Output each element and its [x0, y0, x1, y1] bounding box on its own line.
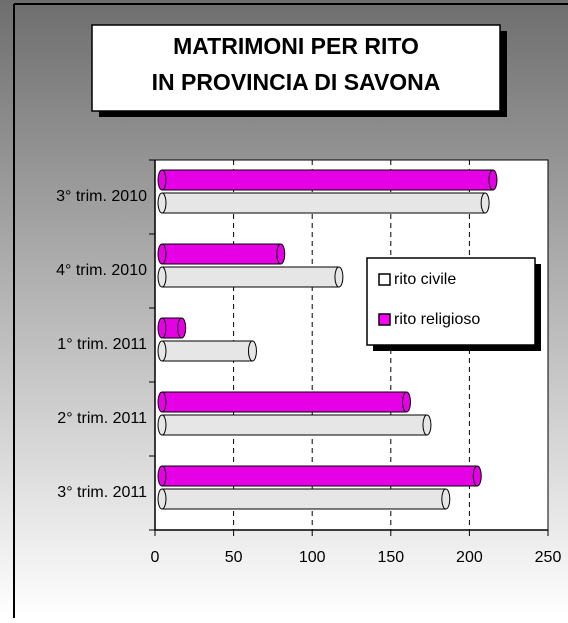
bar-cap: [157, 340, 167, 362]
x-tick-label: 200: [456, 549, 483, 566]
bar: [161, 465, 478, 487]
bar: [161, 266, 340, 288]
bar: [161, 488, 447, 510]
y-tick-label: 2° trim. 2011: [57, 410, 147, 427]
bar-cap: [157, 169, 167, 191]
bar: [161, 169, 494, 191]
bar-cap: [472, 465, 482, 487]
title-box: [91, 24, 501, 112]
bar-cap: [422, 414, 432, 436]
bar-cap: [334, 266, 344, 288]
bar: [161, 243, 282, 265]
bar-cap: [276, 243, 286, 265]
bar: [161, 391, 408, 413]
legend-swatch: [378, 313, 391, 326]
y-tick-label: 4° trim. 2010: [56, 262, 147, 279]
legend-label: rito religioso: [394, 311, 480, 328]
bar-cap: [247, 340, 257, 362]
bar-cap: [488, 169, 498, 191]
bar-cap: [157, 391, 167, 413]
chart-title: MATRIMONI PER RITO: [173, 33, 419, 59]
bar-cap: [157, 266, 167, 288]
x-tick-label: 150: [377, 549, 404, 566]
x-tick-label: 250: [535, 549, 562, 566]
bar-cap: [402, 391, 412, 413]
chart-title: IN PROVINCIA DI SAVONA: [152, 69, 441, 95]
y-tick-label: 3° trim. 2010: [56, 188, 147, 205]
bar-cap: [157, 488, 167, 510]
bar-cap: [157, 192, 167, 214]
y-tick-label: 1° trim. 2011: [57, 336, 147, 353]
legend-label: rito civile: [394, 271, 456, 288]
bar-cap: [157, 414, 167, 436]
bar: [161, 340, 253, 362]
bar: [161, 192, 486, 214]
bar-cap: [177, 317, 187, 339]
x-tick-label: 100: [299, 549, 326, 566]
legend-swatch: [378, 273, 391, 286]
bar-cap: [157, 243, 167, 265]
bar-cap: [157, 465, 167, 487]
bar: [161, 414, 428, 436]
legend-box: [366, 257, 536, 346]
y-tick-label: 3° trim. 2011: [57, 484, 147, 501]
bar-cap: [441, 488, 451, 510]
bar-cap: [157, 317, 167, 339]
bar-cap: [480, 192, 490, 214]
x-tick-label: 0: [151, 549, 160, 566]
x-tick-label: 50: [225, 549, 243, 566]
